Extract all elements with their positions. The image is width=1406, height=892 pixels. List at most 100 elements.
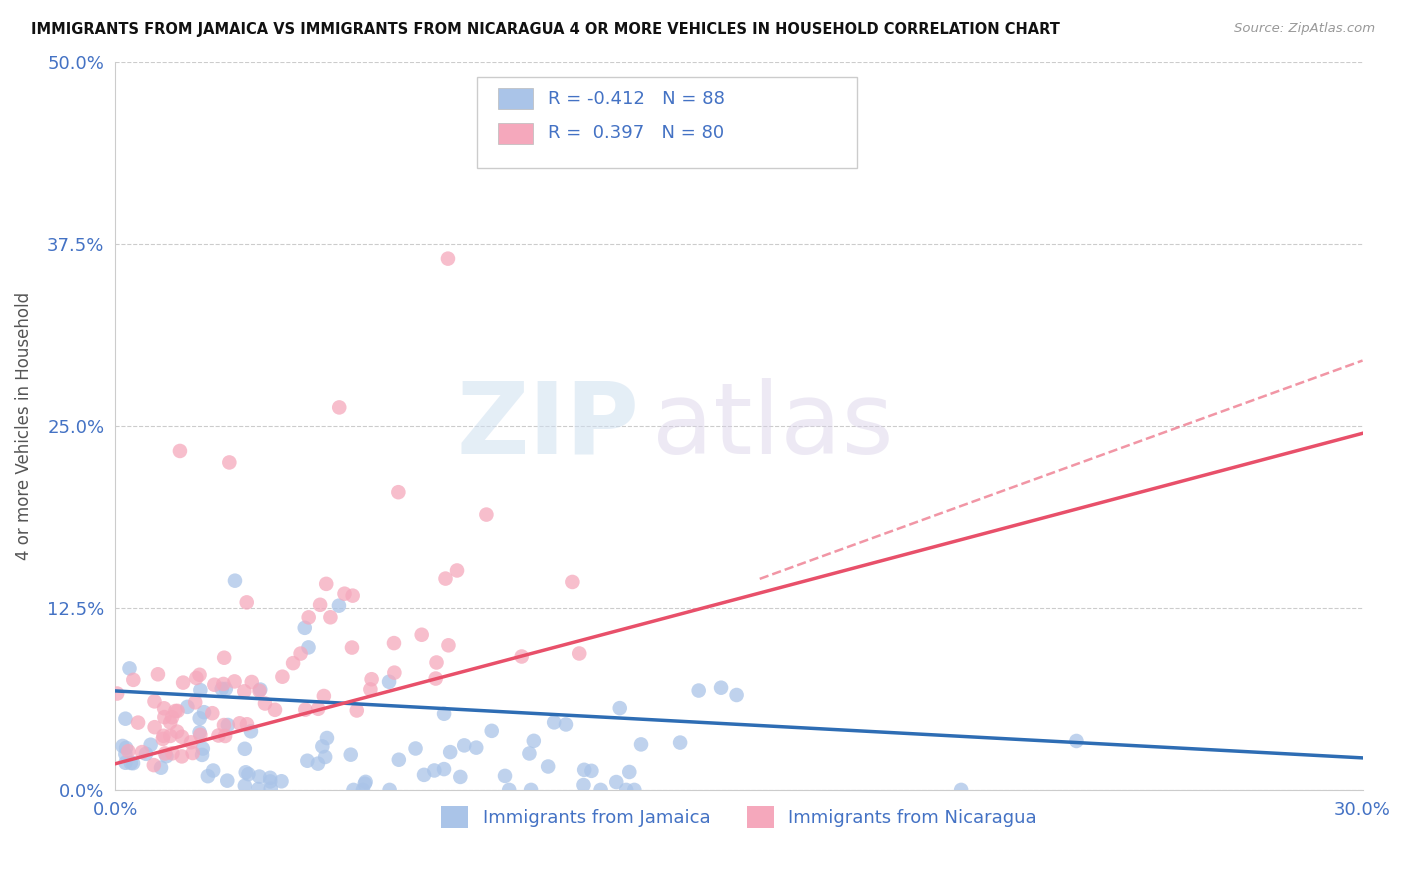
Point	[568, 647, 591, 661]
Point	[211, 681, 233, 696]
Point	[434, 572, 457, 586]
Point	[114, 712, 136, 726]
Point	[118, 661, 141, 675]
Point	[270, 774, 292, 789]
Point	[170, 730, 193, 744]
Point	[433, 762, 456, 776]
Point	[437, 252, 460, 266]
Point	[172, 675, 194, 690]
FancyBboxPatch shape	[498, 88, 533, 109]
Point	[387, 485, 409, 500]
Point	[378, 674, 401, 689]
Point	[159, 715, 181, 730]
Point	[281, 656, 304, 670]
Point	[159, 729, 181, 743]
Point	[446, 564, 468, 578]
Point	[297, 754, 319, 768]
Point	[180, 735, 202, 749]
Point	[425, 656, 447, 670]
Point	[294, 703, 316, 717]
Point	[162, 746, 184, 760]
Point	[519, 747, 541, 761]
Point	[294, 621, 316, 635]
Point	[339, 747, 361, 762]
Point	[342, 589, 364, 603]
Point	[236, 717, 259, 731]
Point	[307, 756, 329, 771]
Point	[581, 764, 603, 778]
Point	[1066, 734, 1088, 748]
Point	[122, 673, 145, 687]
Point	[131, 745, 153, 759]
Point	[166, 704, 188, 718]
Point	[165, 704, 187, 718]
Point	[353, 777, 375, 791]
Text: Source: ZipAtlas.com: Source: ZipAtlas.com	[1234, 22, 1375, 36]
Point	[143, 720, 166, 734]
Point	[271, 670, 294, 684]
Point	[290, 647, 312, 661]
Text: atlas: atlas	[651, 377, 893, 475]
Point	[405, 741, 427, 756]
Point	[523, 734, 546, 748]
Point	[212, 677, 235, 691]
Point	[188, 667, 211, 681]
Point	[439, 745, 461, 759]
Point	[382, 665, 405, 680]
Point	[190, 683, 212, 698]
Point	[193, 705, 215, 719]
Point	[233, 741, 256, 756]
Point	[382, 636, 405, 650]
Point	[572, 778, 595, 792]
Point	[176, 699, 198, 714]
Point	[264, 703, 287, 717]
Point	[652, 143, 675, 157]
Point	[153, 701, 176, 715]
Point	[184, 695, 207, 709]
Point	[117, 744, 139, 758]
Point	[212, 718, 235, 732]
Point	[233, 684, 256, 698]
Point	[623, 783, 645, 797]
Point	[315, 577, 337, 591]
Point	[333, 587, 356, 601]
Point	[297, 640, 319, 655]
Point	[235, 595, 257, 609]
Point	[238, 767, 260, 781]
Point	[378, 783, 401, 797]
Point	[155, 749, 177, 764]
Point	[114, 747, 136, 762]
Point	[169, 444, 191, 458]
Point	[475, 508, 498, 522]
Text: ZIP: ZIP	[457, 377, 640, 475]
Point	[188, 728, 211, 742]
Point	[235, 765, 257, 780]
Point	[437, 638, 460, 652]
Point	[143, 694, 166, 708]
Point	[543, 715, 565, 730]
Point	[207, 729, 229, 743]
Point	[630, 738, 652, 752]
Y-axis label: 4 or more Vehicles in Household: 4 or more Vehicles in Household	[15, 292, 32, 560]
Point	[228, 716, 250, 731]
Point	[494, 769, 516, 783]
Point	[360, 672, 382, 686]
Point	[191, 747, 214, 762]
Point	[259, 771, 281, 785]
Point	[340, 640, 363, 655]
Point	[240, 675, 263, 690]
Point	[572, 763, 595, 777]
Point	[135, 747, 157, 761]
Point	[146, 667, 169, 681]
Point	[186, 671, 208, 685]
Point	[150, 761, 173, 775]
Point	[259, 774, 281, 789]
Point	[188, 711, 211, 725]
Point	[314, 750, 336, 764]
Point	[260, 781, 283, 796]
Point	[153, 747, 176, 761]
Point	[249, 683, 271, 698]
Point	[328, 401, 350, 415]
Point	[589, 783, 612, 797]
Point	[224, 574, 246, 588]
